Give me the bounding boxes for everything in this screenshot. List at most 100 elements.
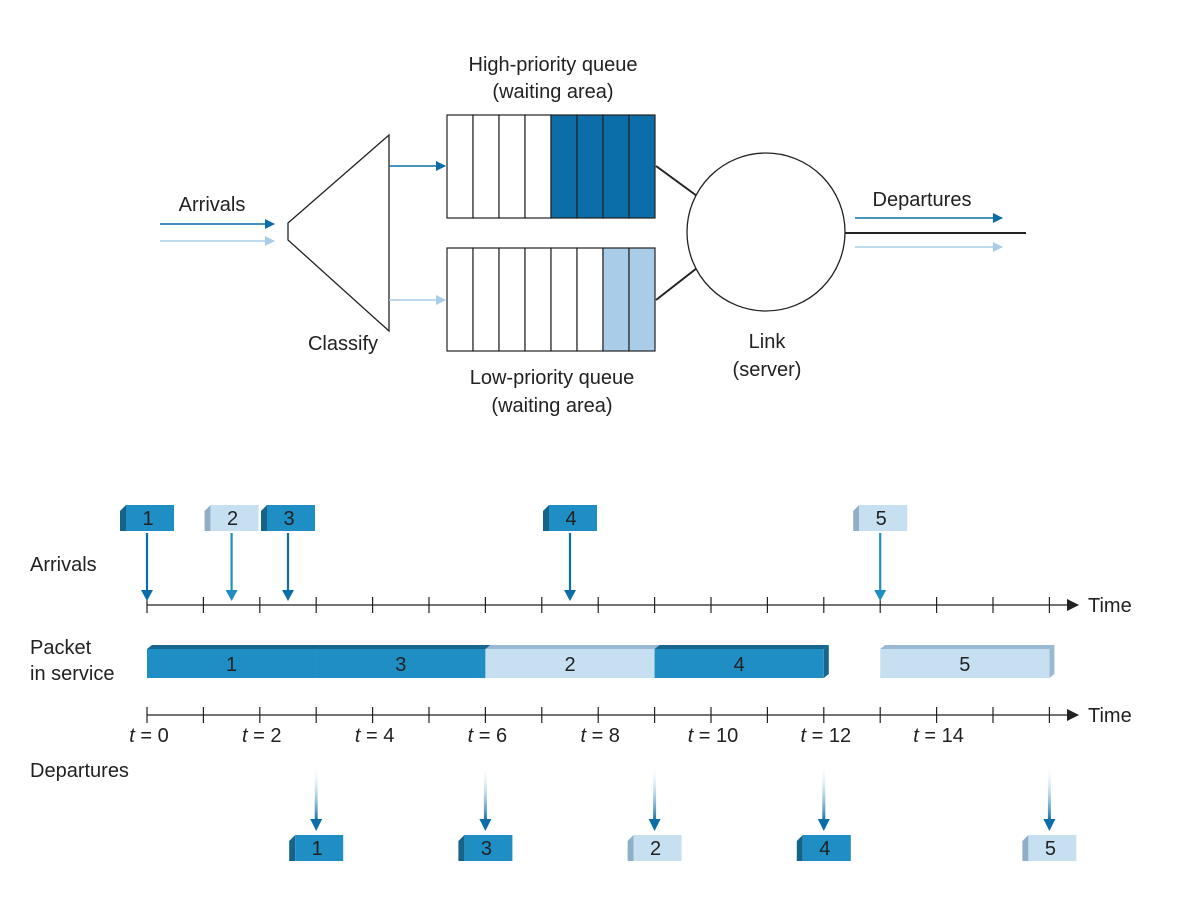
low-queue-subtitle: (waiting area) — [491, 395, 612, 417]
service-bar-2: 2 — [485, 645, 660, 678]
packet-label: 2 — [650, 838, 661, 860]
service-bar-face — [485, 649, 655, 678]
classifier-shape — [287, 133, 390, 333]
service-bar-3: 3 — [316, 645, 491, 678]
service-bars: 1 3 2 4 5 — [147, 645, 1055, 678]
queue-slot-filled — [602, 247, 630, 352]
arrival-arrow-head — [874, 590, 887, 601]
arrival-arrow-head — [282, 590, 294, 601]
service-bar-label: 5 — [959, 654, 970, 676]
arrivals-row-label: Arrivals — [30, 554, 97, 576]
queue-slot-empty — [472, 114, 500, 219]
departures-row-label: Departures — [30, 760, 129, 782]
link-label: Link — [749, 331, 787, 353]
departure-arrow-shaft — [653, 763, 657, 821]
arrival-packets: 1 2 3 4 5 — [120, 505, 908, 601]
departure-arrow-head — [1043, 819, 1056, 831]
queue-slot-empty — [576, 247, 604, 352]
packet-label: 1 — [142, 508, 153, 530]
packet-1: 1 — [289, 835, 344, 861]
packet-shadow — [627, 835, 634, 861]
packet-shadow — [853, 505, 860, 531]
packet-label: 4 — [565, 508, 576, 530]
service-time-axis: Time t = 0 t = 2 t = 4 t = 6 t = 8 t = 10 t = 1… — [129, 705, 1131, 747]
queue-slot-empty — [498, 247, 526, 352]
service-bar-top-edge — [147, 645, 322, 649]
service-bar-label: 1 — [226, 654, 237, 676]
time-tick-label: t = 4 — [355, 725, 394, 747]
queue-slot-empty — [524, 114, 552, 219]
packet-2: 2 — [627, 835, 682, 861]
arrival-arrow-head — [141, 590, 153, 601]
packet-shadow — [458, 835, 465, 861]
packet-box — [549, 505, 597, 531]
packet-box — [295, 835, 344, 861]
packet-box — [859, 505, 908, 531]
packet-shadow — [1022, 835, 1029, 861]
packet-box — [1028, 835, 1077, 861]
service-bar-label: 4 — [734, 654, 745, 676]
queue-slot-empty — [472, 247, 500, 352]
packet-shadow — [289, 835, 296, 861]
service-bar-face — [880, 649, 1050, 678]
packet-box — [210, 505, 259, 531]
service-bar-side-edge — [823, 645, 829, 678]
service-bar-top-edge — [880, 645, 1055, 649]
service-bar-top-edge — [316, 645, 491, 649]
packet-3: 3 — [458, 835, 513, 861]
service-bar-5: 5 — [880, 645, 1055, 678]
link-sublabel: (server) — [733, 359, 802, 381]
packet-box — [802, 835, 851, 861]
queue-slot-filled — [628, 247, 656, 352]
service-bar-face — [654, 649, 824, 678]
queue-slot-empty — [446, 114, 474, 219]
departure-arrow-shaft — [314, 763, 318, 821]
departure-arrow-shaft — [1047, 763, 1051, 821]
queue-slot-filled — [576, 114, 604, 219]
packet-5: 5 — [1022, 835, 1077, 861]
time-tick-label: t = 0 — [129, 725, 168, 747]
model-departures-label: Departures — [873, 189, 972, 211]
model-arrivals-label: Arrivals — [179, 194, 246, 216]
departure-arrow-head — [479, 819, 492, 831]
service-bar-4: 4 — [654, 645, 829, 678]
time-tick-label: t = 10 — [688, 725, 739, 747]
packet-4: 4 — [796, 835, 851, 861]
packet-label: 5 — [1045, 838, 1056, 860]
packet-2: 2 — [204, 505, 259, 531]
departure-arrow-head — [648, 819, 661, 831]
packet-shadow — [120, 505, 126, 531]
arrival-arrow-head — [564, 590, 576, 601]
link-server-circle — [686, 152, 846, 312]
low-queue-title: Low-priority queue — [470, 367, 635, 389]
packet-label: 4 — [819, 838, 830, 860]
low-queue-to-link — [655, 267, 698, 301]
packet-5: 5 — [853, 505, 908, 531]
packet-box — [464, 835, 513, 861]
service-bar-label: 3 — [395, 654, 406, 676]
service-bar-face — [316, 649, 486, 678]
packet-1: 1 — [120, 505, 174, 531]
queue-model: High-priority queue (waiting area) Arriv… — [160, 54, 1026, 417]
arrivals-time-axis: Time — [146, 595, 1132, 617]
time-tick-label: t = 12 — [800, 725, 851, 747]
service-row-label-line2: in service — [30, 663, 114, 685]
low-priority-queue — [446, 247, 656, 352]
packet-shadow — [796, 835, 803, 861]
high-queue-subtitle: (waiting area) — [492, 81, 613, 103]
packet-label: 5 — [876, 508, 887, 530]
departure-arrow-head — [817, 819, 830, 831]
timeline: Arrivals Packet in service Departures Ti… — [30, 505, 1132, 861]
queue-slot-filled — [602, 114, 630, 219]
packet-label: 3 — [481, 838, 492, 860]
departure-arrow-shaft — [822, 763, 826, 821]
service-row-label-line1: Packet — [30, 637, 92, 659]
time-axis-label: Time — [1088, 705, 1132, 727]
high-priority-queue — [446, 114, 656, 219]
time-tick-label: t = 8 — [580, 725, 619, 747]
packet-shadow — [204, 505, 211, 531]
queue-slot-empty — [524, 247, 552, 352]
queue-slot-filled — [628, 114, 656, 219]
service-bar-top-edge — [485, 645, 660, 649]
